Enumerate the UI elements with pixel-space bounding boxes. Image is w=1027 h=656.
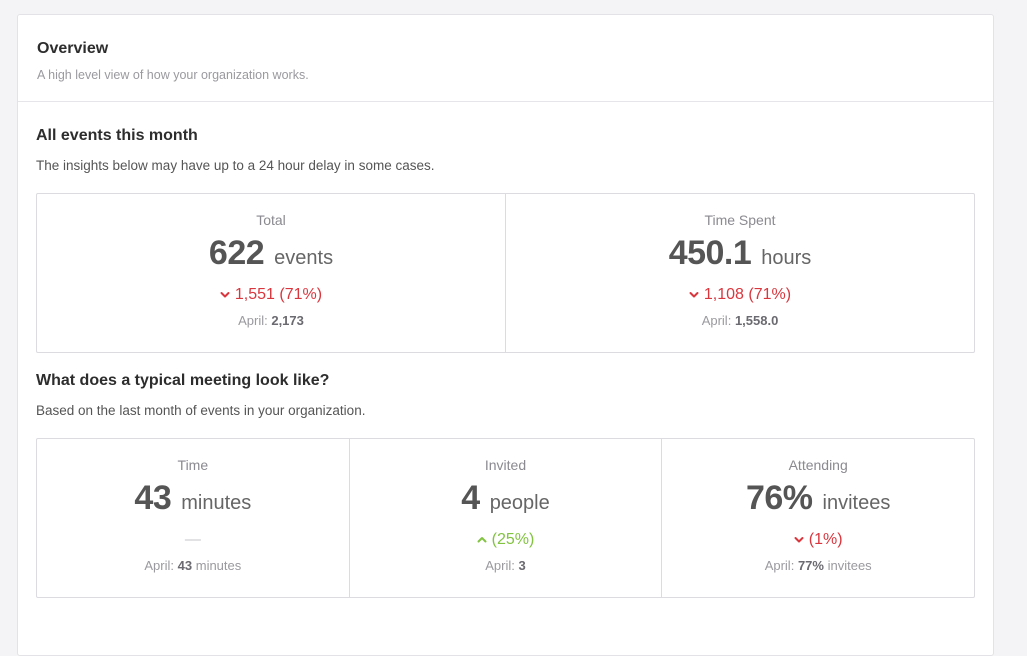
- stat-value: 622: [208, 234, 265, 272]
- page-subtitle: A high level view of how your organizati…: [37, 68, 309, 82]
- stat-label: Time: [177, 457, 209, 473]
- stat-unit: people: [489, 492, 550, 514]
- stat-previous-label: April:: [144, 558, 175, 573]
- stat-previous-suffix: invitees: [827, 558, 872, 573]
- meeting-section-description: Based on the last month of events in you…: [36, 403, 366, 418]
- stat-invited: Invited 4 people (25%) April: 3: [348, 439, 662, 597]
- stat-unit: events: [274, 247, 334, 269]
- chevron-up-icon: [477, 535, 487, 545]
- stat-previous: April: 2,173: [37, 313, 505, 328]
- stat-previous-value: 3: [518, 558, 526, 573]
- chevron-down-icon: [794, 535, 804, 545]
- stat-previous: April: 3: [350, 558, 662, 573]
- page-title: Overview: [37, 40, 109, 57]
- stat-previous-label: April:: [701, 313, 732, 328]
- stat-previous: April: 43 minutes: [37, 558, 349, 573]
- stat-label: Invited: [484, 457, 527, 473]
- chevron-down-icon: [689, 290, 699, 300]
- stat-change-text: —: [184, 531, 201, 548]
- stat-time: Time 43 minutes — April: 43 minutes: [37, 439, 349, 597]
- stat-change-text: 1,108 (71%): [703, 286, 792, 303]
- stat-time-spent: Time Spent 450.1 hours 1,108 (71%) April…: [505, 194, 974, 352]
- stat-previous: April: 1,558.0: [506, 313, 974, 328]
- stat-change-text: 1,551 (71%): [234, 286, 323, 303]
- stat-attending: Attending 76% invitees (1%) April: 77% i…: [661, 439, 974, 597]
- stat-change: (25%): [350, 530, 662, 550]
- stat-unit: minutes: [181, 492, 252, 514]
- stat-unit: invitees: [822, 492, 891, 514]
- stat-label: Attending: [788, 457, 848, 473]
- events-section-description: The insights below may have up to a 24 h…: [36, 158, 435, 173]
- stat-value: 4: [461, 479, 480, 517]
- overview-card: Overview A high level view of how your o…: [17, 14, 994, 656]
- events-stats-panel: Total 622 events 1,551 (71%) April: 2,17…: [36, 193, 975, 353]
- stat-change-text: (1%): [808, 531, 843, 548]
- events-section-title: All events this month: [36, 127, 198, 144]
- stat-previous-label: April:: [238, 313, 268, 328]
- stat-previous-value: 43: [177, 558, 193, 573]
- stat-previous-label: April:: [764, 558, 795, 573]
- stat-value: 43: [134, 479, 172, 517]
- stat-total: Total 622 events 1,551 (71%) April: 2,17…: [37, 194, 505, 352]
- stat-previous: April: 77% invitees: [662, 558, 974, 573]
- stat-previous-value: 2,173: [271, 313, 304, 328]
- stat-previous-suffix: minutes: [195, 558, 242, 573]
- stat-value: 76%: [745, 479, 813, 517]
- stat-value: 450.1: [668, 234, 752, 272]
- stat-change: —: [37, 530, 349, 550]
- events-section: All events this month The insights below…: [18, 127, 993, 353]
- stat-change: (1%): [662, 530, 974, 550]
- card-header: Overview A high level view of how your o…: [18, 15, 993, 102]
- meeting-section: What does a typical meeting look like? B…: [18, 372, 993, 598]
- stat-label: Time Spent: [704, 212, 776, 228]
- stat-change: 1,551 (71%): [37, 285, 505, 305]
- stat-previous-value: 1,558.0: [734, 313, 779, 328]
- stat-label: Total: [256, 212, 286, 228]
- stat-previous-value: 77%: [797, 558, 824, 573]
- meeting-stats-panel: Time 43 minutes — April: 43 minutes Invi…: [36, 438, 975, 598]
- meeting-section-title: What does a typical meeting look like?: [36, 372, 330, 389]
- stat-previous-label: April:: [485, 558, 515, 573]
- stat-change: 1,108 (71%): [506, 285, 974, 305]
- stat-unit: hours: [761, 247, 812, 269]
- chevron-down-icon: [220, 290, 230, 300]
- stat-change-text: (25%): [491, 531, 535, 548]
